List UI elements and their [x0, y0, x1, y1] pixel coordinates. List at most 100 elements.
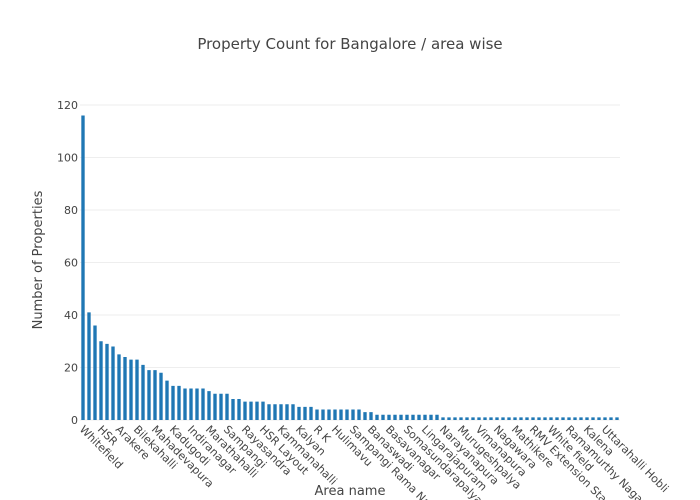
y-tick-label: 120: [57, 99, 78, 112]
bar: [231, 399, 235, 420]
y-tick-label: 100: [57, 152, 78, 165]
bar: [501, 417, 505, 420]
bar: [207, 391, 211, 420]
bar: [183, 388, 187, 420]
bar: [399, 414, 403, 420]
bar: [339, 409, 343, 420]
bar: [447, 417, 451, 420]
bar: [273, 404, 277, 420]
bar: [225, 393, 229, 420]
bar: [597, 417, 601, 420]
bar: [561, 417, 565, 420]
bar: [483, 417, 487, 420]
bar: [393, 414, 397, 420]
y-tick-label: 20: [64, 362, 78, 375]
y-tick-label: 80: [64, 204, 78, 217]
bar: [525, 417, 529, 420]
bar: [609, 417, 613, 420]
bar: [195, 388, 199, 420]
bar: [165, 380, 169, 420]
bar: [219, 393, 223, 420]
bar: [585, 417, 589, 420]
bar: [435, 414, 439, 420]
bar: [489, 417, 493, 420]
y-axis-label: Number of Properties: [31, 190, 46, 329]
bar: [285, 404, 289, 420]
bar: [453, 417, 457, 420]
bar: [615, 417, 619, 420]
bar: [243, 401, 247, 420]
bar: [147, 370, 151, 420]
bar: [381, 414, 385, 420]
bar: [267, 404, 271, 420]
bar: [279, 404, 283, 420]
bar: [201, 388, 205, 420]
bar: [429, 414, 433, 420]
bar: [81, 115, 85, 420]
bar: [387, 414, 391, 420]
bar: [423, 414, 427, 420]
bar: [321, 409, 325, 420]
bar: [477, 417, 481, 420]
bar: [357, 409, 361, 420]
bar: [177, 385, 181, 420]
bar: [495, 417, 499, 420]
bar: [579, 417, 583, 420]
bar: [405, 414, 409, 420]
bar: [459, 417, 463, 420]
bar: [555, 417, 559, 420]
bar: [573, 417, 577, 420]
bar: [351, 409, 355, 420]
bar: [327, 409, 331, 420]
bar: [567, 417, 571, 420]
bar: [297, 406, 301, 420]
bar: [549, 417, 553, 420]
bar: [99, 341, 103, 420]
chart-title: Property Count for Bangalore / area wise: [197, 35, 502, 53]
bar: [363, 412, 367, 420]
bar: [369, 412, 373, 420]
bar: [159, 372, 163, 420]
bar: [87, 312, 91, 420]
bar: [375, 414, 379, 420]
bar: [141, 364, 145, 420]
bar: [117, 354, 121, 420]
bar: [507, 417, 511, 420]
bar: [333, 409, 337, 420]
bar: [213, 393, 217, 420]
bar: [417, 414, 421, 420]
bar: [345, 409, 349, 420]
x-tick-label: Uttarahalli Hobli: [599, 423, 671, 495]
y-tick-label: 0: [71, 414, 78, 427]
bar: [171, 385, 175, 420]
bar: [603, 417, 607, 420]
bar: [543, 417, 547, 420]
bar: [309, 406, 313, 420]
bar: [261, 401, 265, 420]
bar: [123, 357, 127, 420]
bar: [441, 417, 445, 420]
bar: [303, 406, 307, 420]
y-tick-label: 40: [64, 309, 78, 322]
y-tick-label: 60: [64, 257, 78, 270]
bar: [237, 399, 241, 420]
bar: [189, 388, 193, 420]
bar: [471, 417, 475, 420]
bar: [129, 359, 133, 420]
bar: [519, 417, 523, 420]
bar: [111, 346, 115, 420]
bar: [513, 417, 517, 420]
x-axis-label: Area name: [315, 484, 386, 499]
bar: [411, 414, 415, 420]
bar: [153, 370, 157, 420]
bar: [591, 417, 595, 420]
bar: [255, 401, 259, 420]
bar: [315, 409, 319, 420]
bar: [93, 325, 97, 420]
bar: [531, 417, 535, 420]
bar: [249, 401, 253, 420]
bar: [465, 417, 469, 420]
bar: [135, 359, 139, 420]
bar: [291, 404, 295, 420]
